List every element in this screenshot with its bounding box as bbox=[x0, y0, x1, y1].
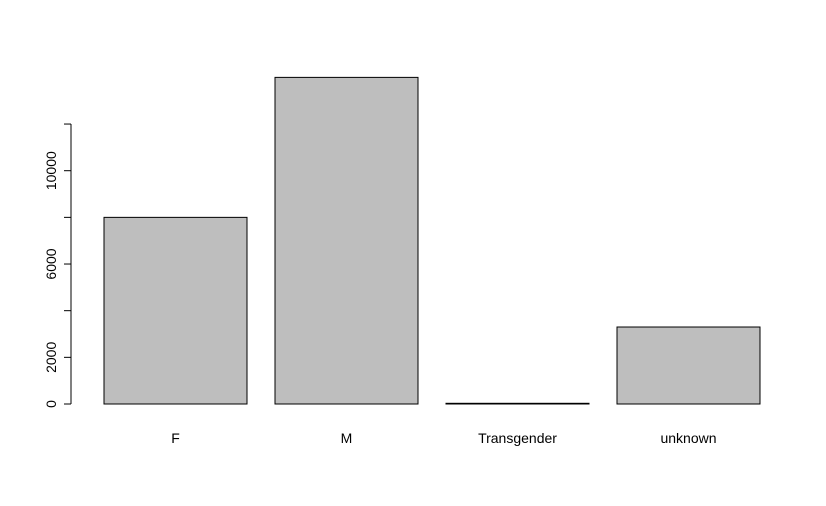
y-tick-label: 0 bbox=[43, 400, 59, 408]
category-label: M bbox=[341, 430, 353, 446]
y-tick-label: 2000 bbox=[43, 342, 59, 373]
category-label: Transgender bbox=[478, 430, 557, 446]
bar-f bbox=[103, 216, 248, 405]
category-label: unknown bbox=[660, 430, 716, 446]
category-labels: F M Transgender unknown bbox=[171, 430, 716, 446]
y-tick-label: 6000 bbox=[43, 248, 59, 279]
y-axis: 0 2000 6000 10000 bbox=[43, 123, 72, 408]
bars bbox=[103, 76, 761, 405]
bar-m bbox=[274, 76, 419, 405]
bar-transgender bbox=[445, 402, 590, 405]
y-tick-label: 10000 bbox=[43, 151, 59, 190]
category-label: F bbox=[171, 430, 180, 446]
bar-unknown bbox=[616, 326, 761, 405]
